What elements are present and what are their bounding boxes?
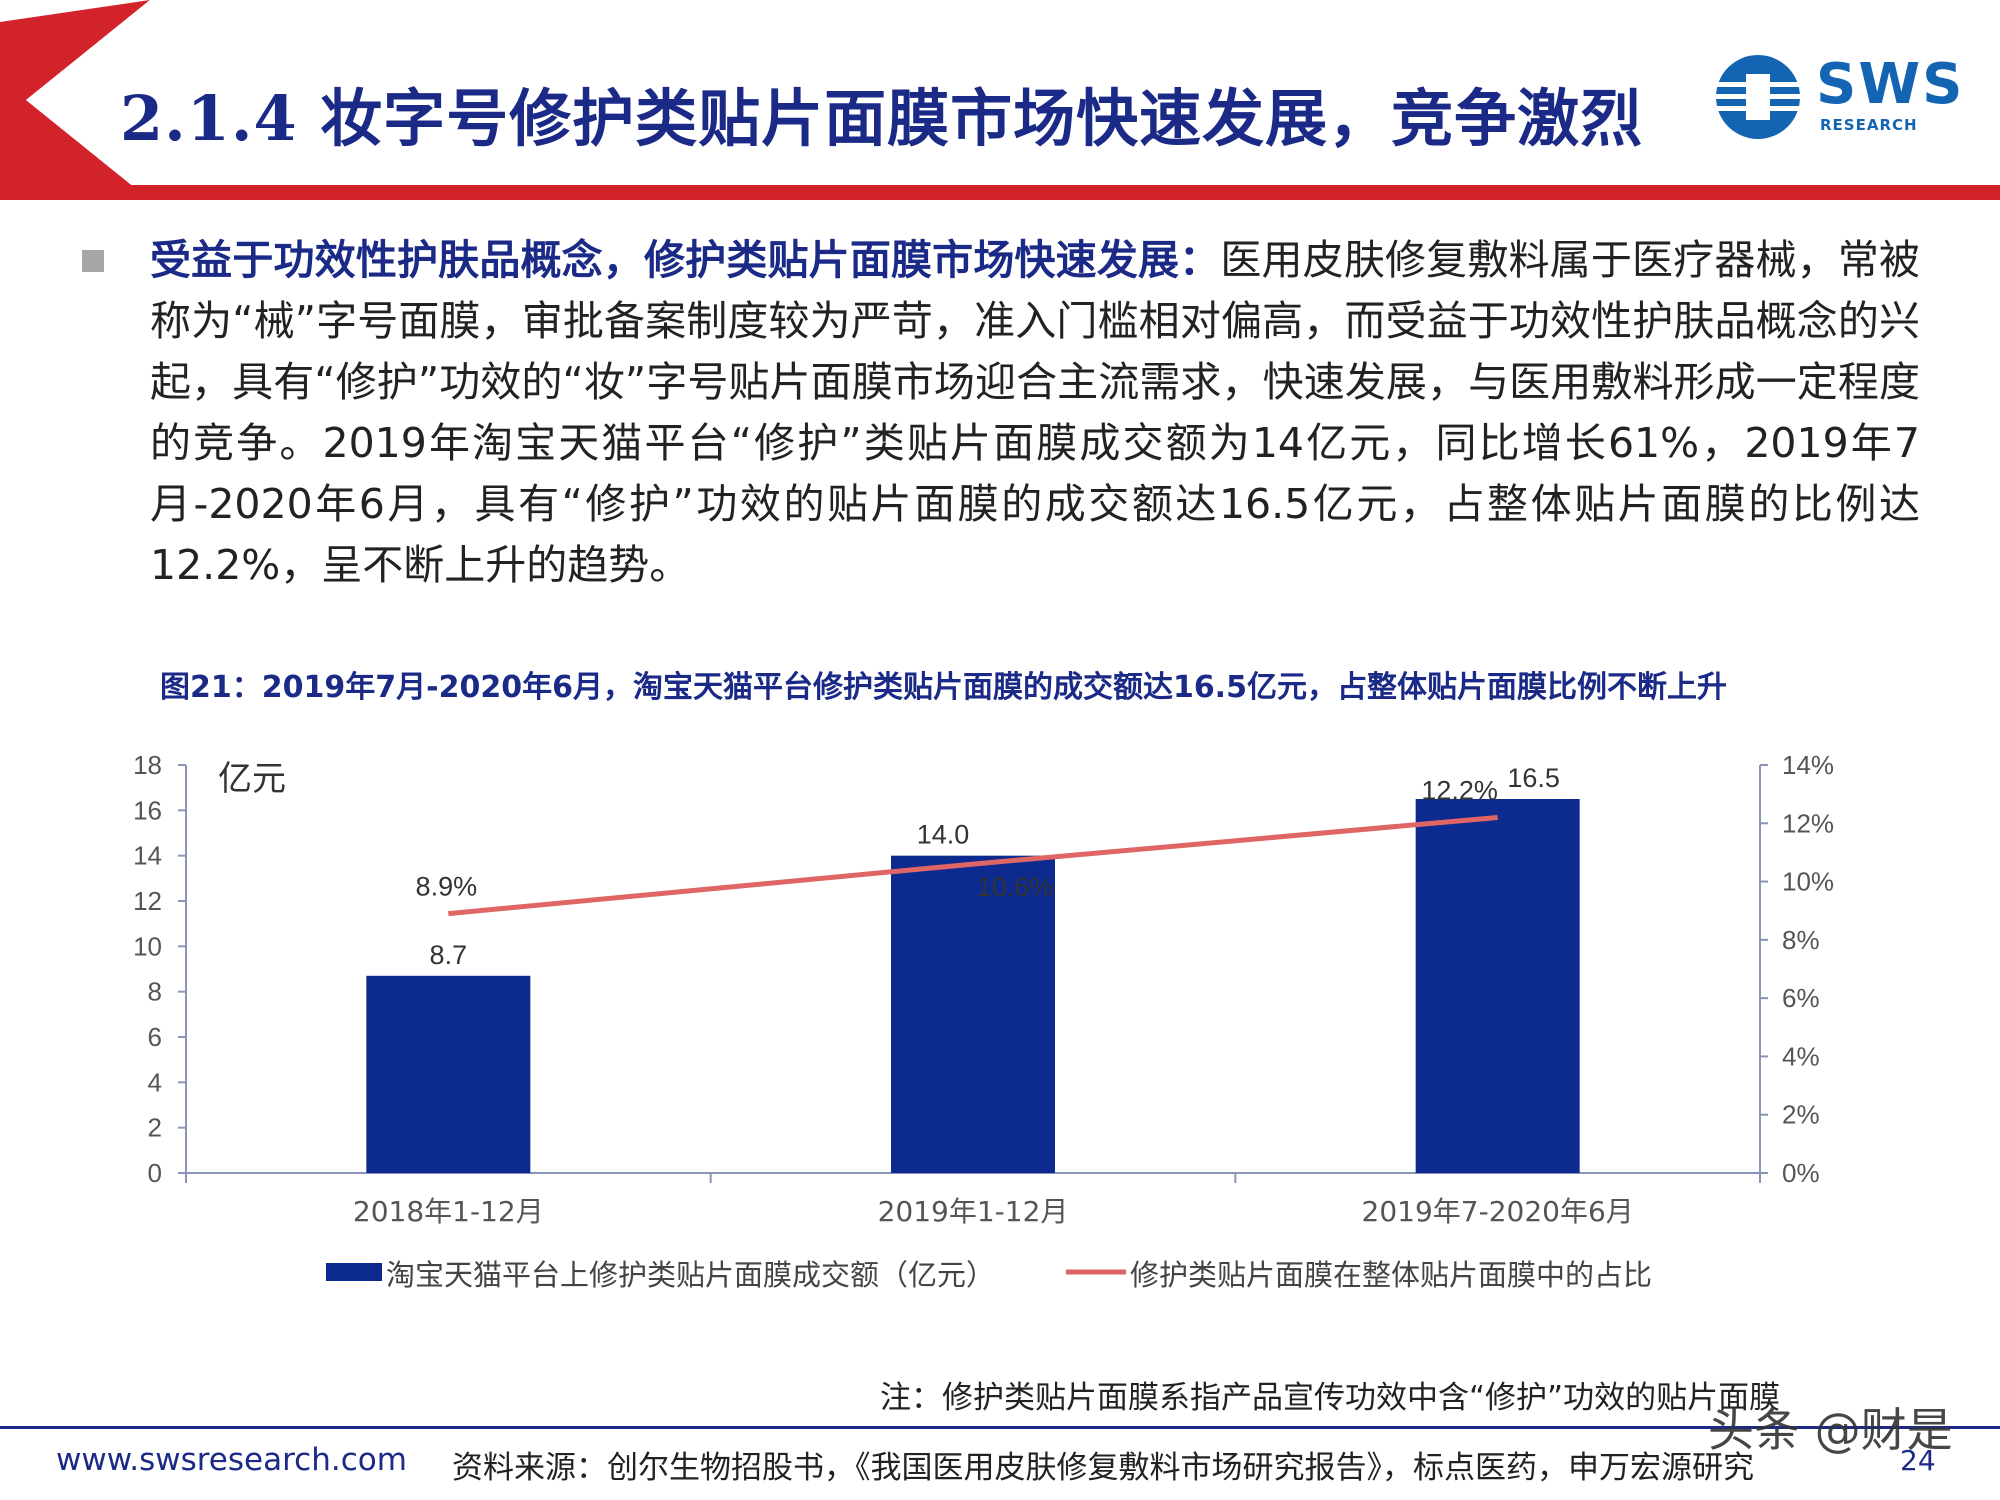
line-data-label: 8.9% <box>416 872 478 902</box>
y-left-tick-label: 14 <box>133 841 162 871</box>
sws-logo-icon <box>1716 55 1800 139</box>
footer-divider <box>0 1426 2000 1429</box>
legend-label-line: 修护类贴片面膜在整体贴片面膜中的占比 <box>1130 1258 1652 1292</box>
x-tick-label: 2019年7-2020年6月 <box>1362 1195 1634 1228</box>
y-right-tick-label: 8% <box>1782 925 1820 955</box>
y-right-tick-label: 14% <box>1782 750 1834 780</box>
line-series <box>448 814 1498 917</box>
y-left-tick-label: 2 <box>148 1113 162 1143</box>
page-title: 2.1.4 妆字号修护类贴片面膜市场快速发展，竞争激烈 <box>120 82 1644 155</box>
y-left-tick-label: 10 <box>133 931 162 961</box>
y-left-tick-label: 8 <box>148 977 162 1007</box>
bar <box>366 975 531 1173</box>
logo-subtext: RESEARCH <box>1820 116 1918 134</box>
figure-title: 图21：2019年7月-2020年6月，淘宝天猫平台修护类贴片面膜的成交额达16… <box>160 670 1727 705</box>
line-data-label: 10.6% <box>977 872 1054 902</box>
header-decoration <box>0 0 2000 200</box>
y-left-tick-label: 12 <box>133 886 162 916</box>
y-left-tick-label: 16 <box>133 795 162 825</box>
header-bottom-accent <box>36 185 2000 200</box>
bullet-lead: 受益于功效性护肤品概念，修护类贴片面膜市场快速发展： <box>150 236 1221 284</box>
footer-url[interactable]: www.swsresearch.com <box>56 1442 407 1478</box>
bar <box>1415 799 1580 1173</box>
bar-line-chart: 0 2 4 6 8 10 12 14 16 18 亿元 0% 2% 4% 6% 8% 10% 12% 14% 2018… <box>133 750 1834 1292</box>
bar-data-label: 14.0 <box>917 820 970 850</box>
bullet-paragraph: 受益于功效性护肤品概念，修护类贴片面膜市场快速发展：医用皮肤修复敷料属于医疗器械… <box>150 230 1920 596</box>
bar-data-label: 8.7 <box>430 940 468 970</box>
y-right-tick-label: 10% <box>1782 867 1834 897</box>
y-left-tick-label: 4 <box>148 1067 162 1097</box>
legend-label-bar: 淘宝天猫平台上修护类贴片面膜成交额（亿元） <box>386 1258 995 1292</box>
y-right-tick-label: 0% <box>1782 1158 1820 1188</box>
y-left-tick-label: 6 <box>148 1022 162 1052</box>
sws-logo: SWS RESEARCH <box>1712 52 1962 142</box>
y-left-tick-label: 18 <box>133 750 162 780</box>
line-data-label: 12.2% <box>1421 775 1498 805</box>
header-left-accent <box>0 0 150 200</box>
y-right-tick-label: 6% <box>1782 983 1820 1013</box>
y-right-tick-label: 4% <box>1782 1041 1820 1071</box>
logo-text: SWS <box>1816 52 1965 117</box>
chart-note: 注：修护类贴片面膜系指产品宣传功效中含“修护”功效的贴片面膜 <box>880 1380 1781 1416</box>
x-tick-label: 2019年1-12月 <box>878 1195 1069 1228</box>
bullet-square-icon <box>82 250 104 272</box>
bar <box>891 855 1055 1173</box>
y-right-tick-label: 2% <box>1782 1100 1820 1130</box>
y-left-tick-label: 0 <box>148 1158 162 1188</box>
y-right-tick-label: 12% <box>1782 808 1834 838</box>
y-left-axis-label: 亿元 <box>218 759 286 799</box>
legend-swatch-bar <box>326 1263 382 1281</box>
bullet-body: 医用皮肤修复敷料属于医疗器械，常被称为“械”字号面膜，审批备案制度较为严苛，准入… <box>150 236 1921 589</box>
bar-data-label: 16.5 <box>1507 763 1560 793</box>
watermark: 头条 @财是 <box>1708 1403 1953 1457</box>
page-number: 24 <box>1900 1444 1936 1477</box>
data-source: 资料来源：创尔生物招股书，《我国医用皮肤修复敷料市场研究报告》，标点医药，申万宏… <box>452 1450 1754 1486</box>
x-tick-label: 2018年1-12月 <box>353 1195 544 1228</box>
